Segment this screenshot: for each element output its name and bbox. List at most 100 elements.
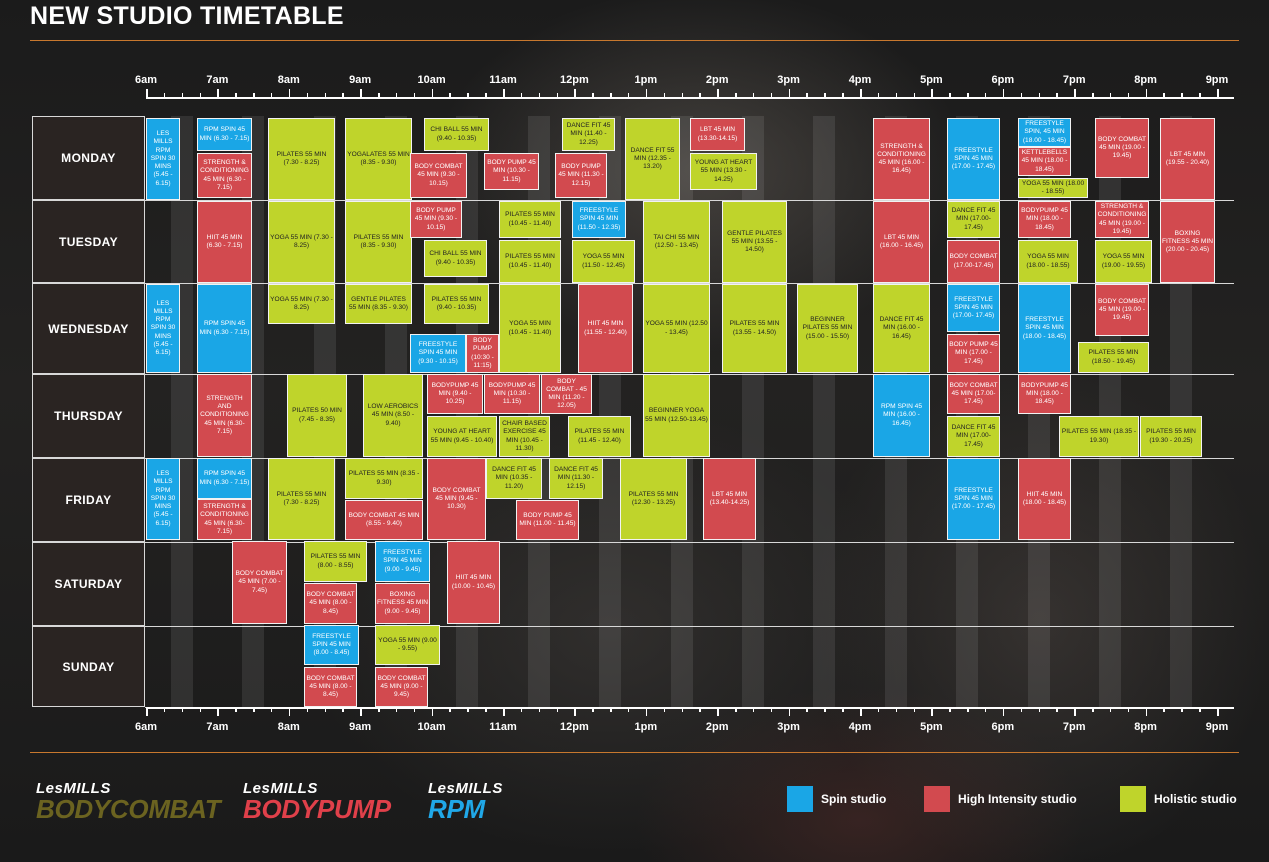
class-block[interactable]: PILATES 55 MIN (9.40 - 10.35) [424,284,489,324]
class-block[interactable]: RPM SPIN 45 MIN (6.30 - 7.15) [197,118,252,151]
class-block[interactable]: YOUNG AT HEART 55 MIN (9.45 - 10.40) [427,416,497,457]
class-block[interactable]: YOUNG AT HEART 55 MIN (13.30 - 14.25) [690,153,757,190]
class-block[interactable]: DANCE FIT 45 MIN (17.00- 17.45) [947,416,1000,457]
class-block[interactable]: BEGINNER YOGA 55 MIN (12.50-13.45) [643,374,710,457]
class-block[interactable]: BODY COMBAT 45 MIN (19.00 - 19.45) [1095,284,1149,336]
class-block[interactable]: BODY COMBAT (17.00-17.45) [947,240,1000,283]
class-block[interactable]: BODY PUMP (10:30 - 11:15) [466,334,499,373]
class-block[interactable]: PILATES 55 MIN (7.30 - 8.25) [268,458,335,540]
class-block[interactable]: BODY COMBAT 45 MIN (8.00 - 8.45) [304,583,357,624]
class-block[interactable]: BODY PUMP 45 MIN (10.30 - 11.15) [484,153,539,190]
class-block[interactable]: BEGINNER PILATES 55 MIN (15.00 - 15.50) [797,284,858,373]
class-block[interactable]: YOGALATES 55 MIN (8.35 - 9.30) [345,118,412,200]
class-block[interactable]: FREESTYLE SPIN 45 MIN (9.30 - 10.15) [410,334,466,373]
class-block[interactable]: BODYPUMP 45 MIN (10.30 - 11.15) [484,374,540,414]
class-block[interactable]: STRENGTH & CONDITIONING 45 MIN (6.30 - 7… [197,153,252,198]
class-block[interactable]: PILATES 55 MIN (12.30 - 13.25) [620,458,687,540]
class-block[interactable]: BODY COMBAT 45 MIN (8.00 - 8.45) [304,667,357,707]
class-block[interactable]: FREESTYLE SPIN 45 MIN (11.50 - 12.35) [572,201,626,238]
class-block[interactable]: LES MILLS RPM SPIN 30 MINS (5.45 - 6.15) [146,118,180,200]
class-block[interactable]: DANCE FIT 45 MIN (10.35 - 11.20) [486,458,542,499]
class-block[interactable]: PILATES 55 MIN (19.30 - 20.25) [1140,416,1202,457]
class-block[interactable]: HIIT 45 MIN (10.00 - 10.45) [447,541,500,624]
class-block[interactable]: STRENGTH & CONDITIONING 45 MIN (19.00 - … [1095,201,1149,238]
class-block[interactable]: BODY COMBAT 45 MIN (9.00 - 9.45) [375,667,428,707]
class-block[interactable]: STRENGTH & CONDITIONING 45 MIN (6.30- 7.… [197,499,252,540]
class-block[interactable]: BODY PUMP 45 MIN (11.00 - 11.45) [516,500,579,540]
class-block[interactable]: BODYPUMP 45 MIN (9.40 - 10.25) [427,374,483,414]
class-block[interactable]: PILATES 55 MIN (7.30 - 8.25) [268,118,335,200]
class-block[interactable]: PILATES 55 MIN (11.45 - 12.40) [568,416,631,457]
class-block[interactable]: HIIT 45 MIN (11.55 - 12.40) [578,284,633,373]
class-block[interactable]: YOGA 55 MIN (18.00 - 18.55) [1018,240,1078,283]
class-block[interactable]: GENTLE PILATES 55 MIN (8.35 - 9.30) [345,284,412,324]
class-block[interactable]: YOGA 55 MIN (9.00 - 9.55) [375,625,440,665]
class-block[interactable]: YOGA 55 MIN (12.50 - 13.45) [643,284,710,373]
class-block[interactable]: BODY COMBAT - 45 MIN (11.20 - 12.05) [541,374,592,414]
class-block[interactable]: FREESTYLE SPIN 45 MIN (8.00 - 8.45) [304,625,359,665]
class-block[interactable]: PILATES 55 MIN (10.45 - 11.40) [499,240,561,283]
class-block[interactable]: BOXING FITNESS 45 MIN (20.00 - 20.45) [1160,201,1215,283]
class-block[interactable]: PILATES 55 MIN (10.45 - 11.40) [499,201,561,238]
class-block[interactable]: CHI BALL 55 MIN (9.40 - 10.35) [424,240,487,277]
class-block[interactable]: PILATES 55 MIN (8.00 - 8.55) [304,541,367,582]
class-block[interactable]: FREESTYLE SPIN 45 MIN (17.00 - 17.45) [947,118,1000,200]
class-block[interactable]: PILATES 55 MIN (18.50 - 19.45) [1078,342,1149,373]
class-block[interactable]: KETTLEBELLS 45 MIN (18.00 - 18.45) [1018,147,1071,176]
class-block[interactable]: LES MILLS RPM SPIN 30 MINS (5.45 - 6.15) [146,284,180,373]
class-block[interactable]: LBT 45 MIN (13.40-14.25) [703,458,756,540]
class-block[interactable]: GENTLE PILATES 55 MIN (13.55 - 14.50) [722,201,787,283]
class-block[interactable]: BODYPUMP 45 MIN (18.00 - 18.45) [1018,374,1071,414]
class-block[interactable]: BODY COMBAT 45 MIN (8.55 - 9.40) [345,500,423,540]
class-block[interactable]: YOGA 55 MIN (18.00 - 18.55) [1018,178,1088,198]
class-block[interactable]: LES MILLS RPM SPIN 30 MINS (5.45 - 6.15) [146,458,180,540]
class-block[interactable]: PILATES 55 MIN (8.35 - 9.30) [345,201,412,283]
class-block[interactable]: DANCE FIT 55 MIN (12.35 - 13.20) [625,118,680,200]
class-block[interactable]: PILATES 55 MIN (18.35 - 19.30) [1059,416,1139,457]
class-block[interactable]: BODY COMBAT 45 MIN (9.30 - 10.15) [410,153,467,198]
class-block[interactable]: BODY COMBAT 45 MIN (19.00 - 19.45) [1095,118,1149,178]
class-block[interactable]: BODY PUMP 45 MIN (9.30 - 10.15) [410,201,462,238]
class-block[interactable]: LOW AEROBICS 45 MIN (8.50 - 9.40) [363,374,423,457]
class-block[interactable]: BODY COMBAT 45 MIN (9.45 - 10.30) [427,458,486,540]
class-block[interactable]: DANCE FIT 45 MIN (17.00- 17.45) [947,201,1000,238]
class-block[interactable]: BODYPUMP 45 MIN (18.00 - 18.45) [1018,201,1071,238]
class-block[interactable]: HIIT 45 MIN (18.00 - 18.45) [1018,458,1071,540]
class-block[interactable]: LBT 45 MIN (16.00 - 16.45) [873,201,930,283]
class-block[interactable]: FREESTYLE SPIN, 45 MIN (18.00 - 18.45) [1018,118,1071,147]
class-text: YOUNG AT HEART 55 MIN (13.30 - 14.25) [694,159,753,183]
class-block[interactable]: BODY COMBAT 45 MIN (7.00 - 7.45) [232,541,287,624]
class-text: PILATES 55 MIN (12.30 - 13.25) [628,490,679,506]
class-block[interactable]: YOGA 55 MIN (11.50 - 12.45) [572,240,635,283]
class-block[interactable]: YOGA 55 MIN (7.30 - 8.25) [268,201,335,283]
class-block[interactable]: FREESTYLE SPIN 45 MIN (17.00- 17.45) [947,284,1000,332]
class-block[interactable]: PILATES 55 MIN (13.55 - 14.50) [722,284,787,373]
class-block[interactable]: RPM SPIN 45 MIN (6.30 - 7.15) [197,458,252,499]
ruler-tick [1002,707,1005,716]
class-block[interactable]: BODY PUMP 45 MIN (17.00 - 17.45) [947,334,1000,373]
class-block[interactable]: CHAIR BASED EXERCISE 45 MIN (10.45 - 11.… [499,416,550,457]
class-block[interactable]: BOXING FITNESS 45 MIN (9.00 - 9.45) [375,583,430,624]
class-block[interactable]: RPM SPIN 45 MIN (6.30 - 7.15) [197,284,252,373]
class-block[interactable]: STRENGTH AND CONDITIONING 45 MIN (6.30- … [197,374,252,457]
class-block[interactable]: PILATES 50 MIN (7.45 - 8.35) [287,374,347,457]
class-block[interactable]: FREESTYLE SPIN 45 MIN (18.00 - 18.45) [1018,284,1071,373]
class-block[interactable]: BODY COMBAT 45 MIN (17.00- 17.45) [947,374,1000,414]
class-block[interactable]: CHI BALL 55 MIN (9.40 - 10.35) [424,118,489,151]
class-block[interactable]: FREESTYLE SPIN 45 MIN (9.00 - 9.45) [375,541,430,582]
class-block[interactable]: BODY PUMP 45 MIN (11.30 - 12.15) [555,153,607,198]
class-block[interactable]: LBT 45 MIN (19.55 - 20.40) [1160,118,1215,200]
class-block[interactable]: YOGA 55 MIN (10.45 - 11.40) [499,284,561,373]
class-block[interactable]: YOGA 55 MIN (19.00 - 19.55) [1095,240,1152,283]
class-block[interactable]: FREESTYLE SPIN 45 MIN (17.00 - 17.45) [947,458,1000,540]
class-block[interactable]: RPM SPIN 45 MIN (16.00 - 16.45) [873,374,930,457]
class-block[interactable]: DANCE FIT 45 MIN (11.40 - 12.25) [562,118,615,151]
class-block[interactable]: PILATES 55 MIN (8.35 - 9.30) [345,458,423,499]
class-block[interactable]: DANCE FIT 45 MIN (16.00 - 16.45) [873,284,930,373]
class-block[interactable]: HIIT 45 MIN (6.30 - 7.15) [197,201,252,283]
class-block[interactable]: YOGA 55 MIN (7.30 - 8.25) [268,284,335,324]
class-block[interactable]: DANCE FIT 45 MIN (11.30 - 12.15) [549,458,603,499]
class-block[interactable]: LBT 45 MIN (13.30-14.15) [690,118,745,151]
class-block[interactable]: STRENGTH & CONDITIONING 45 MIN (16.00 - … [873,118,930,200]
class-block[interactable]: TAI CHI 55 MIN (12.50 - 13.45) [643,201,710,283]
